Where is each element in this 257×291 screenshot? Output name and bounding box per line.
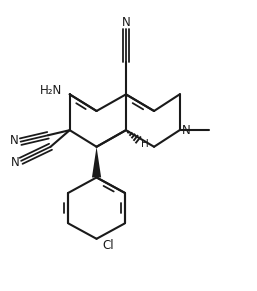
- Text: N: N: [122, 16, 130, 29]
- Text: N: N: [10, 156, 19, 168]
- Text: N: N: [182, 124, 191, 137]
- Text: H₂N: H₂N: [40, 84, 62, 97]
- Text: Cl: Cl: [102, 239, 114, 252]
- Text: H: H: [141, 139, 149, 149]
- Polygon shape: [92, 147, 101, 178]
- Text: N: N: [10, 134, 19, 147]
